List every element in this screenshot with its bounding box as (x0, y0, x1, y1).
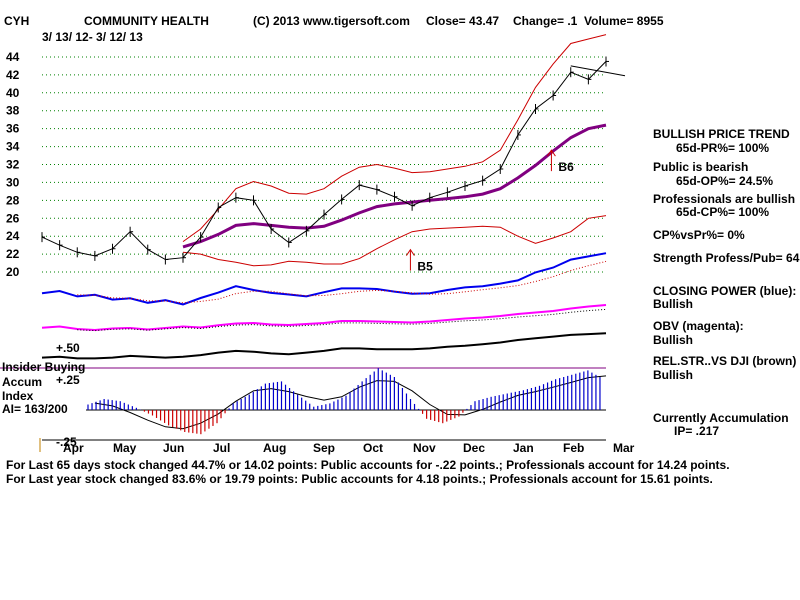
accumulation-histogram (87, 368, 601, 435)
trend-title: BULLISH PRICE TREND (653, 127, 790, 141)
public-sentiment: Public is bearish (653, 160, 749, 174)
date-range: 3/ 13/ 12- 3/ 12/ 13 (42, 30, 143, 44)
volume-value: Volume= 8955 (584, 14, 664, 28)
y-tick-34: 34 (6, 140, 20, 154)
closing-power-status: Bullish (653, 297, 694, 311)
x-tick-apr: Apr (63, 441, 84, 455)
label-accum: Accum (2, 375, 43, 389)
y-tick-26: 26 (6, 211, 20, 225)
close-value: Close= 43.47 (426, 14, 500, 28)
x-tick-jul: Jul (213, 441, 230, 455)
currently-accumulation: Currently Accumulation (653, 411, 789, 425)
y-tick-22: 22 (6, 247, 20, 261)
footer-year-summary: For Last year stock changed 83.6% or 19.… (6, 472, 713, 486)
accum-ma-line (94, 375, 607, 430)
obv-line (41, 304, 607, 332)
moving-average-line (182, 123, 607, 249)
closing-power-label: CLOSING POWER (blue): (653, 284, 797, 298)
signal-arrow-head (405, 248, 415, 256)
y-tick-38: 38 (6, 104, 20, 118)
y-tick-30: 30 (6, 175, 20, 189)
trend-line (570, 65, 626, 77)
strength-ratio: Strength Profess/Pub= 64 (653, 251, 800, 265)
price-bars (41, 56, 609, 265)
y-tick-36: 36 (6, 122, 20, 136)
y-tick-42: 42 (6, 68, 20, 82)
ticker: CYH (4, 14, 30, 28)
cp-value: 65d-CP%= 100% (676, 205, 770, 219)
label-minus-25: -.25 (56, 435, 77, 449)
close-price-line (41, 61, 607, 261)
x-tick-jun: Jun (163, 441, 184, 455)
footer-65-day-summary: For Last 65 days stock changed 44.7% or … (6, 458, 730, 472)
lower-band-line (182, 215, 607, 267)
rel-str-status: Bullish (653, 368, 694, 382)
y-tick-24: 24 (6, 229, 20, 243)
x-tick-oct: Oct (363, 441, 383, 455)
x-tick-sep: Sep (313, 441, 335, 455)
rel-str-label: REL.STR..VS DJI (brown) (653, 354, 797, 368)
x-tick-nov: Nov (413, 441, 436, 455)
professionals-sentiment: Professionals are bullish (653, 192, 796, 206)
x-tick-aug: Aug (263, 441, 286, 455)
x-tick-dec: Dec (463, 441, 485, 455)
y-tick-32: 32 (6, 158, 20, 172)
copyright: (C) 2013 www.tigersoft.com (253, 14, 410, 28)
x-tick-may: May (113, 441, 137, 455)
closing-power-line (41, 252, 607, 306)
x-tick-mar: Mar (613, 441, 635, 455)
company-name: COMMUNITY HEALTH (84, 14, 209, 28)
signal-arrow-head (546, 149, 556, 157)
indicator-lines (41, 34, 626, 430)
ip-value: IP= .217 (674, 424, 720, 438)
label-insider-buying: Insider Buying (2, 360, 86, 374)
op-value: 65d-OP%= 24.5% (676, 174, 774, 188)
signal-label-b6: B6 (558, 160, 574, 174)
label-plus-25: +.25 (56, 373, 80, 387)
x-tick-jan: Jan (513, 441, 534, 455)
label-ai: AI= 163/200 (2, 402, 68, 416)
price-axis-ticks: 44 42 40 38 36 34 32 30 28 26 24 22 20 (6, 50, 20, 279)
signal-label-b5: B5 (417, 260, 433, 274)
y-tick-20: 20 (6, 265, 20, 279)
obv-status: Bullish (653, 333, 694, 347)
cp-vs-pr: CP%vsPr%= 0% (653, 228, 745, 242)
label-plus-50: +.50 (56, 341, 80, 355)
label-index: Index (2, 389, 34, 403)
closing-power-ma-line (77, 260, 607, 304)
y-tick-28: 28 (6, 193, 20, 207)
change-value: Change= .1 (513, 14, 578, 28)
y-tick-44: 44 (6, 50, 20, 64)
pr-value: 65d-PR%= 100% (676, 141, 770, 155)
month-axis-ticks: Apr May Jun Jul Aug Sep Oct Nov Dec Jan Feb Mar (63, 441, 635, 455)
x-tick-feb: Feb (563, 441, 584, 455)
obv-ma-line (77, 308, 607, 332)
y-tick-40: 40 (6, 86, 20, 100)
rel-strength-line (41, 332, 607, 360)
obv-label: OBV (magenta): (653, 319, 744, 333)
signal-annotations: B5 B6 (405, 149, 574, 274)
upper-band-line (182, 34, 607, 243)
